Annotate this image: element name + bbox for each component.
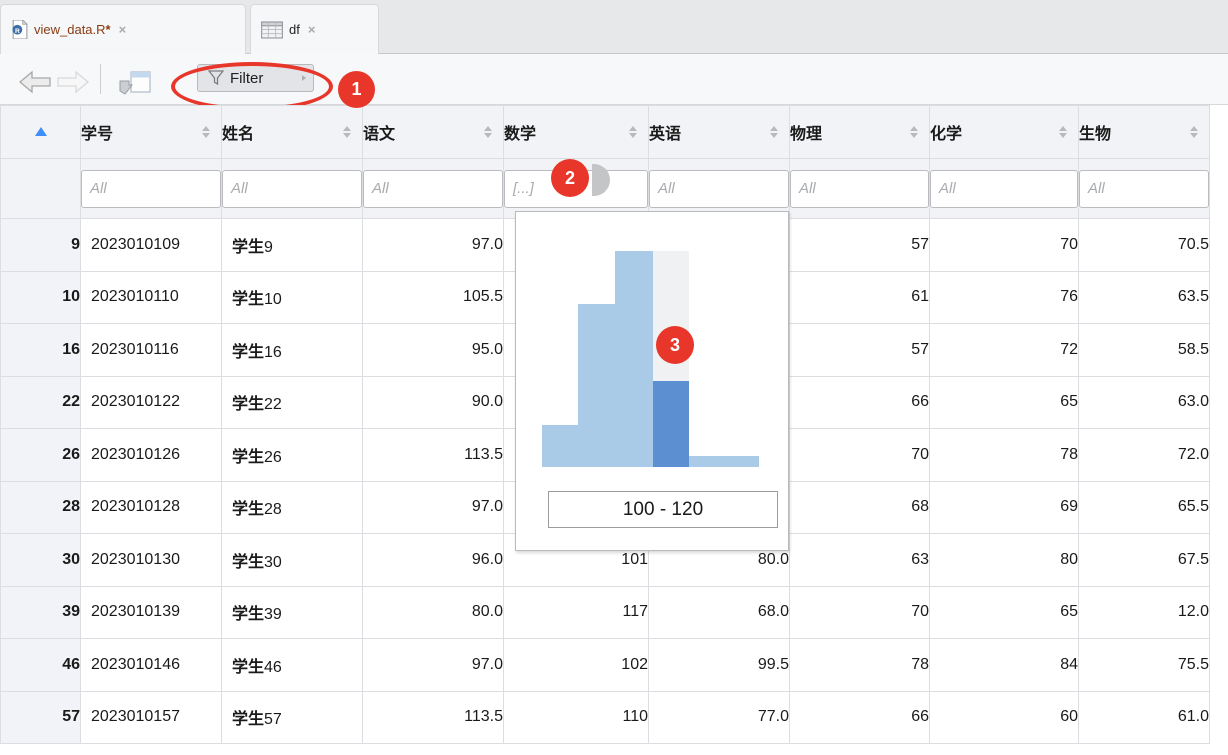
svg-text:R: R	[15, 28, 20, 35]
